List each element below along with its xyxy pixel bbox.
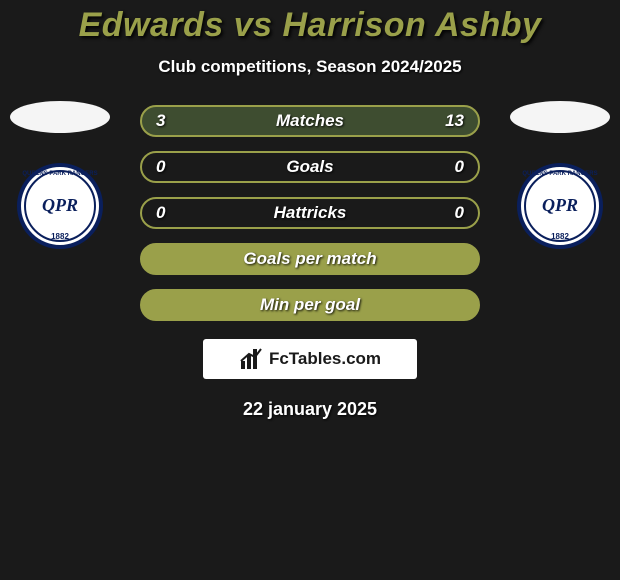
stat-label: Goals xyxy=(180,157,440,177)
player-left-avatar xyxy=(10,101,110,133)
club-right-name: QUEENS PARK RANGERS xyxy=(522,171,597,177)
club-badge-right: QUEENS PARK RANGERS QPR 1882 xyxy=(517,163,603,249)
stat-right-value: 0 xyxy=(440,203,464,223)
branding-badge: FcTables.com xyxy=(203,339,417,379)
stat-label: Hattricks xyxy=(180,203,440,223)
stat-right-value: 0 xyxy=(440,157,464,177)
club-left-year: 1882 xyxy=(51,232,69,241)
stat-label: Goals per match xyxy=(180,249,440,269)
stat-left-value: 3 xyxy=(156,111,180,131)
player-right-avatar xyxy=(510,101,610,133)
stat-label: Min per goal xyxy=(180,295,440,315)
stat-left-value: 0 xyxy=(156,157,180,177)
page-subtitle: Club competitions, Season 2024/2025 xyxy=(0,57,620,77)
player-left-column: QUEENS PARK RANGERS QPR 1882 xyxy=(10,101,110,249)
stat-row: Goals per match xyxy=(140,243,480,275)
stat-row: 0Hattricks0 xyxy=(140,197,480,229)
club-right-year: 1882 xyxy=(551,232,569,241)
bars-icon xyxy=(239,347,263,371)
stat-row: 3Matches13 xyxy=(140,105,480,137)
player-right-column: QUEENS PARK RANGERS QPR 1882 xyxy=(510,101,610,249)
stat-rows: 3Matches130Goals00Hattricks0Goals per ma… xyxy=(140,105,480,321)
stat-label: Matches xyxy=(180,111,440,131)
stat-row: Min per goal xyxy=(140,289,480,321)
stat-left-value: 0 xyxy=(156,203,180,223)
stat-right-value: 13 xyxy=(440,111,464,131)
footer-date: 22 january 2025 xyxy=(0,399,620,420)
club-left-name: QUEENS PARK RANGERS xyxy=(22,171,97,177)
club-badge-left: QUEENS PARK RANGERS QPR 1882 xyxy=(17,163,103,249)
branding-text: FcTables.com xyxy=(269,349,381,369)
comparison-panel: QUEENS PARK RANGERS QPR 1882 QUEENS PARK… xyxy=(0,105,620,420)
page-title: Edwards vs Harrison Ashby xyxy=(0,0,620,45)
stat-row: 0Goals0 xyxy=(140,151,480,183)
